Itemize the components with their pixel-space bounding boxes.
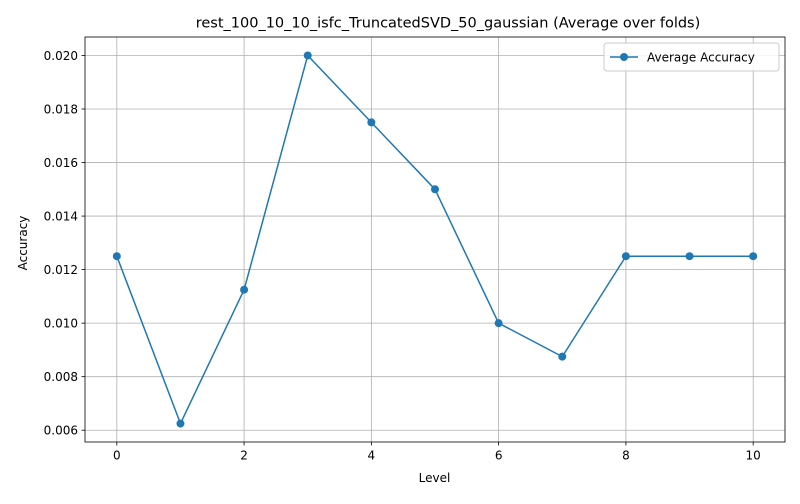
- plot-frame: [84, 36, 786, 443]
- legend-marker-swatch: [620, 53, 628, 61]
- y-tick-label: 0.010: [44, 316, 78, 330]
- legend: Average Accuracy: [603, 42, 780, 72]
- legend-label: Average Accuracy: [647, 50, 755, 64]
- y-tick-label: 0.018: [44, 102, 78, 116]
- legend-box: [603, 42, 780, 72]
- x-tick-label: 10: [746, 449, 761, 463]
- data-point: [749, 252, 758, 261]
- y-tick-label: 0.008: [44, 370, 78, 384]
- data-point: [621, 252, 630, 261]
- y-tick-label: 0.016: [44, 156, 78, 170]
- x-tick-label: 0: [113, 449, 121, 463]
- data-point: [112, 252, 121, 261]
- y-tick-label: 0.020: [44, 49, 78, 63]
- x-tick-label: 4: [368, 449, 376, 463]
- y-tick-label: 0.012: [44, 263, 78, 277]
- x-axis-label: Level: [419, 471, 451, 485]
- data-point: [176, 419, 185, 428]
- data-point: [494, 319, 503, 328]
- x-tick-label: 6: [495, 449, 503, 463]
- data-point: [240, 285, 249, 294]
- y-tick-label: 0.014: [44, 209, 78, 223]
- series-layer: [112, 51, 758, 428]
- x-tick-label: 2: [240, 449, 248, 463]
- data-point: [431, 185, 439, 194]
- y-axis-ticks: 0.006 0.008 0.010 0.012 0.014 0.016 0.018 0.020: [44, 49, 85, 438]
- y-tick-label: 0.006: [44, 424, 78, 438]
- x-axis-ticks: 0 2 4 6 8 10: [113, 442, 761, 463]
- chart-title: rest_100_10_10_isfc_TruncatedSVD_50_gaus…: [196, 16, 701, 32]
- x-tick-label: 8: [622, 449, 630, 463]
- data-point: [558, 352, 567, 361]
- data-point: [367, 118, 376, 127]
- y-axis-label: Accuracy: [16, 216, 30, 271]
- data-point: [685, 252, 694, 261]
- data-point: [303, 51, 312, 60]
